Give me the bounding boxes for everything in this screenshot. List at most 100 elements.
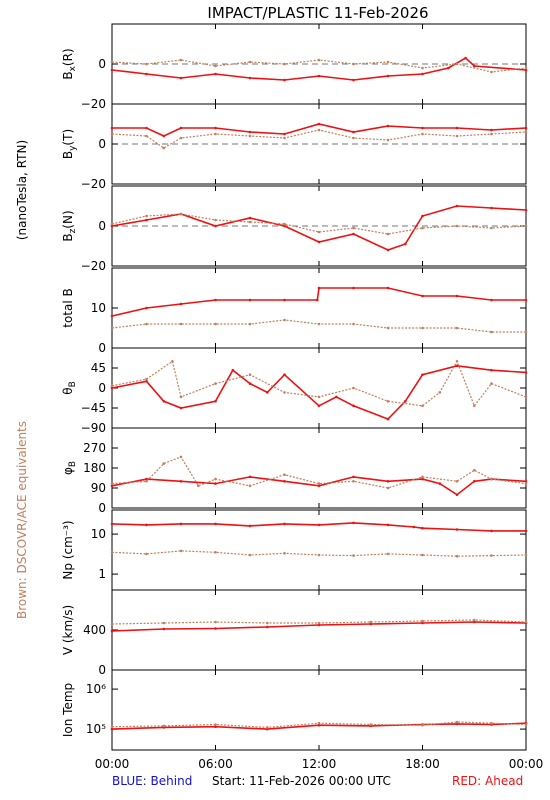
data-point-theta	[283, 391, 286, 394]
data-point-by	[421, 126, 424, 130]
data-point-v	[317, 623, 321, 627]
data-point-by	[524, 130, 528, 134]
data-point-v	[473, 620, 476, 624]
data-point-by	[283, 136, 286, 140]
data-point-by	[386, 124, 390, 128]
data-point-np	[283, 552, 286, 555]
series-temp-ace	[111, 721, 527, 729]
data-point-theta	[145, 380, 148, 383]
data-point-temp	[162, 724, 166, 728]
data-point-np	[524, 529, 528, 533]
data-point-theta	[455, 360, 459, 363]
data-point-np	[455, 554, 459, 558]
y-tick-label: −20	[81, 259, 106, 273]
data-point-temp	[214, 725, 217, 728]
data-point-theta	[438, 391, 442, 394]
y-tick-label: −20	[81, 97, 106, 111]
data-point-phi	[524, 480, 528, 483]
data-point-btot	[110, 314, 114, 318]
data-point-v	[162, 621, 166, 625]
series-btot-ace	[111, 319, 526, 333]
y-axis-label-temp: Ion Temp	[61, 683, 75, 737]
data-point-theta	[352, 404, 355, 408]
data-point-bz	[490, 226, 493, 230]
data-point-phi	[386, 486, 390, 490]
y-tick-label: 0	[98, 341, 106, 355]
data-point-phi	[145, 477, 148, 481]
data-point-btot	[386, 326, 390, 330]
data-point-theta	[524, 395, 528, 399]
data-point-theta	[386, 417, 390, 421]
data-point-phi	[524, 482, 528, 485]
data-point-theta	[110, 386, 114, 390]
data-point-phi	[179, 480, 183, 483]
data-point-btot	[317, 322, 321, 326]
data-point-by	[248, 130, 252, 134]
data-point-v	[266, 621, 269, 625]
data-point-phi	[317, 484, 321, 488]
data-point-theta	[421, 373, 424, 377]
panel-frame-phi	[111, 427, 527, 509]
y-tick-label: 0	[98, 57, 106, 71]
series-by-ahead	[112, 123, 527, 137]
y-axis-label-np: Np (cm⁻³)	[61, 520, 75, 579]
data-point-bz	[214, 224, 217, 228]
y-axis-label-theta: θB	[61, 381, 78, 395]
data-point-theta	[248, 373, 252, 377]
data-point-bx	[447, 66, 450, 70]
data-point-theta	[283, 373, 286, 377]
data-point-bz	[179, 212, 183, 216]
panel-phi: 270 180 90 0 φB	[61, 427, 528, 515]
series-bx-ahead	[111, 57, 527, 81]
data-point-bx	[145, 72, 148, 76]
data-point-bx	[317, 74, 321, 78]
data-point-phi	[248, 475, 252, 479]
data-point-phi	[214, 477, 217, 481]
units-label: (nanoTesla, RTN)	[15, 140, 29, 240]
data-point-phi	[110, 482, 114, 485]
data-point-np	[386, 523, 390, 527]
panel-frame-btot	[111, 267, 527, 349]
panel-temp: 10⁶ 10⁵ Ion Temp	[61, 669, 528, 751]
data-point-temp	[421, 723, 424, 727]
x-tick-label: 12:00	[302, 757, 337, 771]
series-bx-ace	[111, 59, 527, 73]
data-point-theta	[171, 360, 174, 363]
data-point-btot	[214, 298, 217, 302]
data-point-v	[369, 620, 373, 624]
data-point-phi	[473, 468, 476, 472]
data-point-np	[110, 522, 114, 526]
y-tick-label: 0	[98, 137, 106, 151]
data-point-bz	[386, 232, 390, 236]
data-point-bz	[248, 220, 252, 224]
data-point-by	[490, 128, 493, 132]
data-point-bz	[214, 218, 217, 222]
data-point-np	[317, 553, 321, 557]
data-point-by	[455, 126, 459, 130]
data-point-temp	[110, 725, 114, 728]
footer-ahead: RED: Ahead	[452, 774, 523, 788]
data-point-by	[283, 132, 286, 136]
data-point-theta	[145, 377, 148, 381]
y-tick-label: 1	[98, 567, 106, 581]
data-point-theta	[455, 364, 459, 368]
data-point-by	[179, 136, 183, 140]
data-point-bx	[179, 76, 183, 80]
data-point-bx	[524, 68, 528, 72]
data-point-bz	[110, 222, 114, 226]
data-point-phi	[110, 484, 114, 488]
data-point-temp	[524, 723, 528, 726]
data-point-theta	[386, 400, 390, 403]
data-point-phi	[283, 480, 286, 483]
data-point-bx	[352, 62, 355, 66]
data-point-by	[352, 130, 355, 134]
data-point-phi	[352, 475, 355, 479]
panel-frame-v	[111, 589, 527, 671]
data-point-btot	[386, 286, 390, 290]
data-point-temp	[369, 723, 373, 726]
panel-bz: 0 −20 Bz(N)	[61, 185, 528, 273]
data-point-theta	[214, 400, 217, 403]
data-point-theta	[179, 395, 183, 399]
data-point-bx	[352, 78, 355, 82]
panel-frame-temp	[111, 669, 527, 751]
